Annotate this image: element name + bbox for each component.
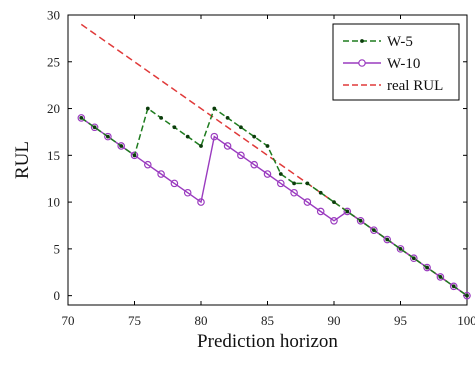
point-w-10	[436, 273, 445, 281]
x-tick-label: 90	[328, 313, 341, 328]
point-w-10	[117, 142, 126, 150]
point-w-10	[396, 245, 405, 253]
point-w-10	[170, 179, 179, 188]
legend-marker-w-5	[360, 39, 364, 43]
point-w-5	[438, 275, 443, 279]
point-w-5	[278, 172, 283, 176]
point-w-10	[197, 198, 205, 206]
point-w-5	[225, 116, 230, 120]
y-tick-label: 15	[47, 148, 60, 163]
point-w-10	[130, 151, 139, 160]
point-w-10	[423, 263, 431, 272]
point-w-10	[290, 188, 298, 197]
point-w-5	[145, 106, 150, 111]
point-w-5	[106, 134, 110, 139]
point-w-10	[77, 114, 86, 122]
x-tick-label: 95	[394, 313, 407, 328]
x-tick-label: 100	[457, 313, 475, 328]
series-line-w-5	[80, 107, 468, 297]
point-w-5	[185, 134, 190, 139]
point-w-5	[305, 181, 310, 186]
point-w-10	[157, 170, 165, 178]
point-w-10	[183, 188, 192, 197]
legend-label-w-10: W-10	[387, 56, 420, 72]
point-w-5	[425, 265, 429, 270]
point-w-10	[409, 254, 418, 263]
point-w-10	[250, 160, 259, 169]
legend-label-w-5: W-5	[387, 34, 413, 50]
point-w-10	[449, 282, 458, 291]
point-w-10	[210, 132, 219, 141]
point-w-10	[330, 217, 338, 225]
point-w-10	[343, 207, 352, 216]
plot-series	[77, 23, 471, 300]
x-axis-label: Prediction horizon	[197, 331, 338, 352]
point-w-5	[465, 293, 469, 298]
point-w-5	[92, 125, 97, 130]
point-w-5	[411, 256, 416, 261]
legend: W-5 W-10 real RUL	[332, 23, 460, 101]
point-w-5	[159, 116, 164, 120]
y-tick-label: 25	[47, 54, 60, 69]
point-w-10	[90, 123, 99, 132]
point-w-5	[385, 237, 390, 242]
point-w-5	[318, 190, 323, 195]
point-w-10	[370, 226, 378, 234]
point-w-10	[237, 151, 245, 160]
point-w-10	[316, 207, 325, 216]
point-w-10	[463, 291, 471, 300]
point-w-10	[303, 198, 312, 206]
point-w-5	[372, 228, 376, 233]
point-w-5	[398, 246, 403, 251]
series-line-w-10	[80, 117, 468, 297]
point-w-5	[119, 144, 124, 148]
legend-box	[332, 23, 460, 101]
x-tick-label: 85	[261, 313, 274, 328]
legend-marker-w-10	[358, 59, 366, 67]
point-w-10	[263, 170, 272, 178]
point-w-5	[239, 125, 243, 130]
point-w-5	[332, 200, 336, 204]
point-w-5	[252, 134, 257, 139]
axes: 70 75 80 85 90 95 100 0 5 10 15 20 25 30	[47, 8, 475, 329]
point-w-5	[199, 144, 203, 148]
y-tick-label: 0	[54, 288, 61, 303]
point-w-10	[104, 132, 112, 141]
point-w-10	[383, 235, 392, 244]
point-w-5	[292, 181, 296, 186]
y-axis-label: RUL	[12, 141, 33, 179]
point-w-10	[276, 179, 285, 188]
point-w-5	[358, 218, 363, 223]
x-tick-label: 70	[62, 313, 75, 328]
y-tick-label: 20	[47, 101, 60, 116]
x-tick-label: 80	[195, 313, 208, 328]
x-tick-label: 75	[128, 313, 141, 328]
point-w-10	[144, 160, 152, 169]
y-tick-label: 10	[47, 195, 60, 210]
point-w-10	[356, 217, 365, 225]
point-w-5	[79, 116, 84, 120]
point-w-5	[451, 284, 456, 289]
point-w-10	[223, 142, 232, 150]
y-tick-label: 5	[54, 241, 61, 256]
point-w-5	[345, 209, 350, 214]
point-w-5	[265, 144, 270, 148]
point-w-5	[212, 106, 217, 111]
y-tick-label: 30	[47, 8, 60, 23]
legend-label-real-rul: real RUL	[387, 78, 443, 94]
point-w-5	[172, 125, 177, 130]
point-w-5	[132, 153, 137, 158]
